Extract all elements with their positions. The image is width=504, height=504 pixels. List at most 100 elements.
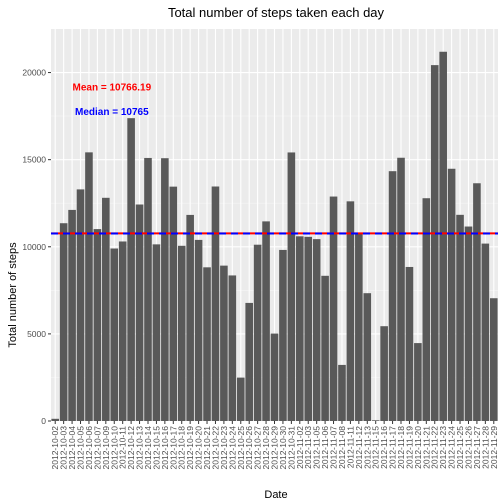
bar (177, 245, 186, 421)
x-tick-label: 2012-11-25 (455, 426, 465, 469)
bar (85, 152, 93, 421)
bar (236, 377, 245, 421)
x-tick-label: 2012-10-02 (50, 426, 60, 470)
x-tick-label: 2012-10-31 (286, 426, 296, 470)
x-tick-label: 2012-10-19 (185, 426, 195, 470)
bar (473, 183, 481, 421)
x-tick-label: 2012-10-09 (101, 426, 111, 470)
x-tick-label: 2012-11-02 (295, 426, 305, 469)
bar (287, 152, 296, 422)
bar (76, 189, 85, 421)
bar (439, 51, 447, 422)
x-tick-label: 2012-10-29 (270, 426, 280, 470)
bar (211, 186, 220, 421)
bar (127, 118, 135, 421)
bar (220, 265, 228, 421)
x-tick-label: 2012-11-06 (320, 426, 330, 469)
x-tick-label: 2012-10-24 (227, 426, 237, 470)
x-tick-label: 2012-10-22 (210, 426, 220, 470)
bar (279, 249, 287, 421)
x-tick-label: 2012-10-28 (261, 426, 271, 470)
x-tick-label: 2012-11-22 (430, 426, 440, 469)
bar (388, 171, 397, 421)
bar (312, 239, 321, 421)
bar (152, 244, 161, 421)
x-tick-label: 2012-10-25 (236, 426, 246, 470)
x-tick-label: 2012-10-06 (84, 426, 94, 470)
bar (253, 244, 262, 421)
y-axis-title: Total number of steps (7, 242, 19, 348)
bar (93, 229, 102, 421)
bar (430, 65, 439, 421)
x-tick-label: 2012-11-26 (463, 426, 473, 469)
bar (321, 275, 329, 421)
bar (329, 196, 338, 421)
bar (51, 418, 60, 421)
x-tick-label: 2012-10-20 (194, 426, 204, 470)
y-tick-label: 15000 (22, 155, 46, 165)
bar (481, 243, 490, 421)
bar (245, 302, 253, 421)
y-tick-label: 5000 (27, 329, 46, 339)
bar (414, 343, 422, 421)
x-tick-label: 2012-11-29 (489, 426, 499, 469)
x-tick-label: 2012-11-07 (329, 426, 339, 469)
bar (228, 275, 237, 421)
x-tick-label: 2012-11-27 (472, 426, 482, 469)
bar (68, 209, 76, 421)
bar (397, 157, 405, 421)
annotation-label: Mean = 10766.19 (72, 82, 151, 93)
bar (262, 221, 270, 421)
x-tick-label: 2012-10-23 (219, 426, 229, 470)
x-tick-label: 2012-11-19 (404, 426, 414, 469)
x-tick-label: 2012-10-30 (278, 426, 288, 470)
x-tick-label: 2012-11-23 (438, 426, 448, 469)
x-tick-label: 2012-11-12 (354, 426, 364, 469)
bar (270, 333, 279, 421)
x-tick-label: 2012-10-05 (76, 426, 86, 470)
x-tick-label: 2012-10-07 (92, 426, 102, 470)
bar (203, 267, 211, 421)
bar (161, 158, 169, 422)
x-tick-label: 2012-11-16 (379, 426, 389, 469)
y-tick-label: 0 (41, 416, 46, 426)
bar (447, 168, 456, 421)
x-tick-label: 2012-11-24 (447, 426, 457, 469)
x-axis-title: Date (264, 489, 287, 501)
x-tick-label: 2012-10-03 (59, 426, 69, 470)
x-tick-label: 2012-11-18 (396, 426, 406, 469)
x-tick-label: 2012-11-13 (362, 426, 372, 469)
x-tick-label: 2012-10-13 (135, 426, 145, 470)
bar (135, 204, 144, 421)
y-tick-label: 20000 (22, 68, 46, 78)
x-tick-label: 2012-11-28 (480, 426, 490, 469)
x-tick-label: 2012-10-11 (118, 426, 128, 469)
bar (304, 236, 313, 421)
bar (456, 214, 464, 421)
bar (355, 233, 363, 421)
x-tick-label: 2012-11-21 (421, 426, 431, 469)
x-tick-label: 2012-10-27 (253, 426, 263, 470)
x-axis-ticks: 2012-10-022012-10-032012-10-042012-10-05… (50, 421, 499, 469)
x-tick-label: 2012-11-05 (312, 426, 322, 469)
x-tick-label: 2012-11-03 (303, 426, 313, 469)
x-tick-label: 2012-11-15 (371, 426, 381, 469)
bar (363, 293, 372, 421)
bars (51, 51, 498, 422)
bar (405, 266, 414, 421)
x-tick-label: 2012-11-20 (413, 426, 423, 469)
bar (464, 226, 473, 421)
x-tick-label: 2012-10-21 (202, 426, 212, 470)
x-tick-label: 2012-10-17 (168, 426, 178, 470)
bar (371, 420, 380, 421)
bar (186, 214, 194, 421)
x-tick-label: 2012-10-10 (109, 426, 119, 470)
bar (169, 186, 178, 421)
x-tick-label: 2012-10-26 (244, 426, 254, 470)
bar (144, 157, 152, 421)
x-tick-label: 2012-10-15 (151, 426, 161, 470)
bar (422, 198, 431, 421)
x-tick-label: 2012-11-08 (337, 426, 347, 469)
annotation-label: Median = 10765 (75, 107, 149, 118)
